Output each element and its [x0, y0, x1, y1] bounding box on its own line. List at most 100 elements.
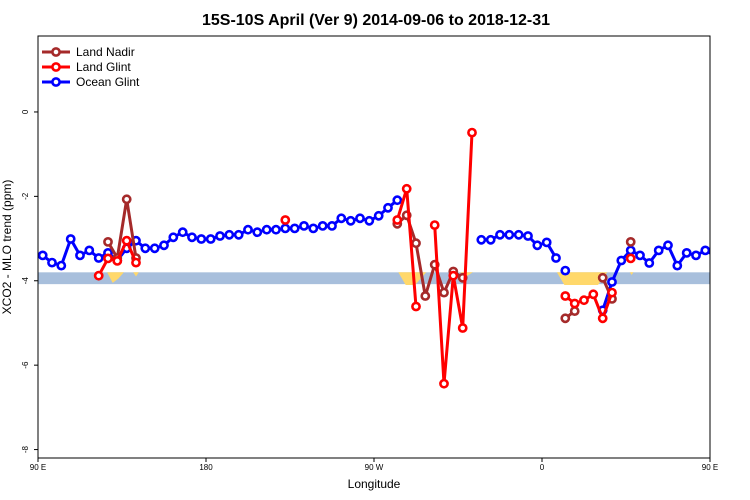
x-tick-label: 90 E — [702, 463, 718, 472]
data-point — [112, 255, 123, 266]
x-tick-label: 180 — [199, 463, 213, 472]
data-point — [560, 313, 571, 324]
data-point — [672, 260, 683, 271]
legend-item-land-nadir: Land Nadir — [42, 45, 135, 59]
data-point — [345, 215, 356, 226]
data-point — [355, 213, 365, 224]
data-point — [243, 224, 253, 235]
reference-band — [38, 272, 710, 285]
data-point — [691, 250, 701, 261]
data-point — [93, 270, 104, 281]
data-point — [560, 265, 571, 276]
data-point — [196, 234, 207, 244]
data-point — [271, 224, 281, 235]
legend-item-land-glint: Land Glint — [42, 60, 131, 74]
legend-marker — [51, 47, 61, 57]
data-point — [131, 257, 141, 268]
x-tick-label: 0 — [540, 463, 545, 472]
data-point — [739, 235, 746, 242]
data-point — [121, 235, 132, 246]
data-point — [261, 224, 272, 235]
series-line — [433, 132, 474, 386]
data-point — [159, 240, 169, 251]
data-point — [439, 287, 449, 298]
data-point — [607, 277, 617, 287]
legend-marker — [51, 77, 61, 87]
x-tick-label: 90 E — [30, 463, 46, 472]
data-point — [625, 245, 636, 256]
data-point — [383, 202, 393, 213]
data-point — [579, 295, 589, 306]
data-point — [103, 253, 113, 264]
data-point — [280, 223, 291, 234]
data-point — [607, 287, 617, 298]
data-point — [299, 220, 309, 231]
data-point — [532, 240, 543, 251]
legend-item-ocean-glint: Ocean Glint — [42, 75, 140, 89]
y-tick-label: -4 — [21, 277, 30, 285]
legend-label: Ocean Glint — [76, 75, 140, 89]
data-point — [663, 240, 673, 251]
data-point — [336, 213, 347, 224]
data-point — [420, 291, 431, 301]
data-point — [485, 234, 496, 245]
series-line — [395, 187, 418, 307]
y-tick-label: 0 — [21, 109, 30, 114]
data-point — [205, 234, 216, 244]
data-point — [140, 243, 151, 254]
data-point — [289, 223, 300, 234]
data-point — [720, 258, 727, 265]
data-point — [709, 254, 710, 257]
legend-label: Land Nadir — [76, 45, 135, 59]
data-point — [476, 234, 487, 245]
series-line — [106, 197, 138, 260]
y-axis-label: XCO2 - MLO trend (ppm) — [0, 180, 14, 315]
data-point — [233, 229, 244, 240]
data-point — [401, 183, 412, 194]
data-point — [65, 234, 76, 244]
data-point — [373, 210, 384, 221]
chart-title: 15S-10S April (Ver 9) 2014-09-06 to 2018… — [202, 12, 550, 29]
data-point — [121, 194, 132, 205]
data-point — [308, 223, 319, 234]
data-point — [429, 220, 440, 230]
data-point — [84, 245, 95, 256]
data-point — [467, 127, 477, 138]
data-point — [224, 229, 235, 240]
data-point — [252, 227, 263, 238]
data-point — [560, 291, 571, 301]
data-point — [730, 262, 737, 269]
data-point — [392, 215, 403, 225]
data-point — [700, 245, 710, 256]
data-point — [588, 289, 599, 300]
x-axis-label: Longitude — [348, 477, 401, 491]
legend-marker — [51, 62, 61, 72]
data-point — [364, 215, 375, 226]
data-point — [411, 301, 421, 312]
data-point — [635, 250, 645, 261]
data-point — [411, 238, 421, 249]
data-point — [625, 236, 636, 247]
data-point — [187, 232, 197, 243]
data-point — [457, 323, 468, 333]
y-tick-label: -2 — [21, 192, 30, 200]
data-point — [625, 253, 636, 264]
data-point — [56, 260, 67, 271]
data-point — [513, 229, 524, 240]
data-point — [280, 215, 291, 225]
x-tick-label: 90 W — [365, 463, 384, 472]
data-point — [569, 298, 580, 309]
data-point — [93, 253, 104, 263]
data-point — [644, 258, 655, 268]
data-point — [551, 253, 561, 263]
area-fill — [107, 272, 634, 285]
y-tick-label: -6 — [21, 361, 30, 369]
data-point — [448, 270, 459, 281]
data-point — [317, 220, 328, 231]
plot-frame — [37, 35, 711, 459]
data-point — [616, 255, 627, 266]
series-line — [601, 243, 710, 311]
data-point — [215, 231, 225, 241]
